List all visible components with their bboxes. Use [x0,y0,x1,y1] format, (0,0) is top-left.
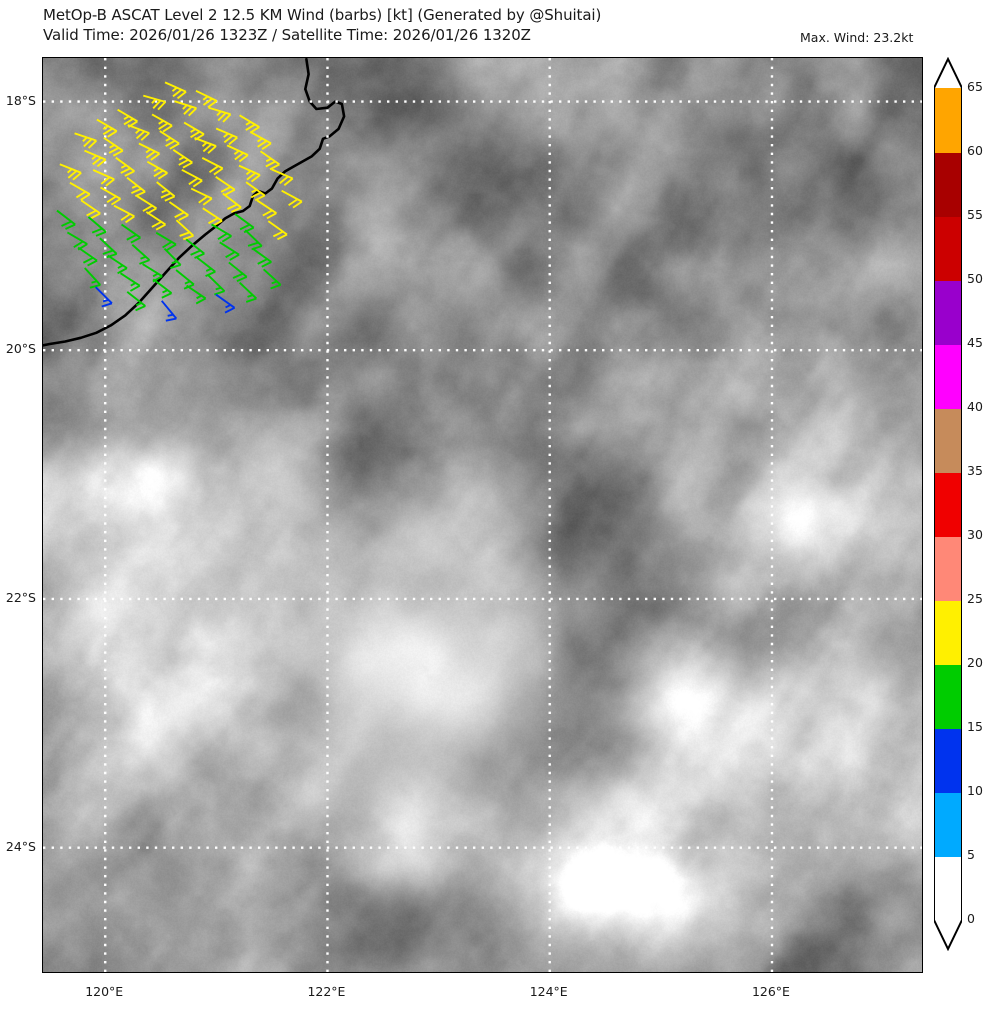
graticule-gridlines [43,58,922,972]
colorbar-tick-label: 45 [967,335,983,350]
lon-tick-label: 122°E [307,984,346,999]
header: MetOp-B ASCAT Level 2 12.5 KM Wind (barb… [0,0,996,57]
colorbar-tick-label: 10 [967,783,983,798]
max-wind-readout: Max. Wind: 23.2kt [800,30,914,45]
colorbar-tick-label: 55 [967,207,983,222]
colorbar-tick-label: 25 [967,591,983,606]
colorbar-band [934,728,962,793]
lat-tick-label: 22°S [5,589,36,605]
map-vector-overlay [43,58,922,972]
page-title: MetOp-B ASCAT Level 2 12.5 KM Wind (barb… [43,6,602,24]
lat-tick-label: 18°S [5,92,36,108]
colorbar-tick-label: 40 [967,399,983,414]
colorbar-band [934,280,962,345]
colorbar-band [934,216,962,281]
lon-tick-label: 124°E [529,984,568,999]
colorbar-band [934,344,962,409]
colorbar-tick-label: 20 [967,655,983,670]
colorbar-band [934,472,962,537]
colorbar-tick-label: 0 [967,911,975,926]
colorbar-band [934,664,962,729]
valid-time-subtitle: Valid Time: 2026/01/26 1323Z / Satellite… [43,26,531,44]
colorbar-band [934,600,962,665]
colorbar-band [934,88,962,153]
colorbar-tick-label: 5 [967,847,975,862]
colorbar-band [934,792,962,857]
colorbar-tick-label: 65 [967,79,983,94]
colorbar-bands [934,88,962,921]
colorbar-band [934,408,962,473]
satellite-map-panel[interactable] [42,57,923,973]
lon-tick-label: 126°E [751,984,790,999]
wind-speed-colorbar[interactable]: 0 5 10 15 20 25 30 35 40 45 50 55 60 65 [934,57,996,987]
colorbar-band [934,152,962,217]
colorbar-band [934,856,962,921]
satellite-imagery-layer [43,58,922,972]
wind-barb-layer [56,81,303,322]
lon-tick-label: 120°E [85,984,124,999]
colorbar-tick-label: 50 [967,271,983,286]
colorbar-tick-label: 35 [967,463,983,478]
lat-tick-label: 24°S [5,838,36,854]
colorbar-band [934,536,962,601]
lat-tick-label: 20°S [5,341,36,357]
colorbar-tick-label: 30 [967,527,983,542]
colorbar-tick-label: 15 [967,719,983,734]
colorbar-tick-label: 60 [967,143,983,158]
